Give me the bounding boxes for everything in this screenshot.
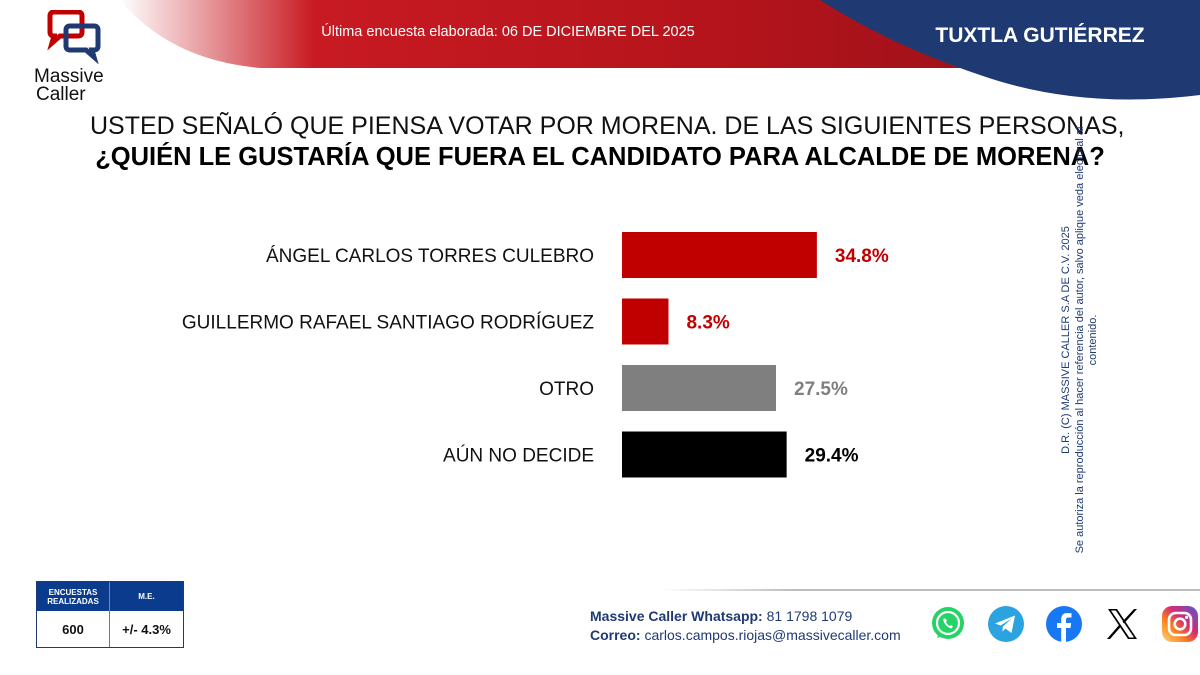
value-label-aun-no-decide: 29.4% (805, 446, 859, 467)
email-line: Correo: carlos.campos.riojas@massivecall… (590, 626, 901, 645)
category-label-angel-carlos-torres-culebro: ÁNGEL CARLOS TORRES CULEBRO (266, 246, 594, 267)
legal-reproduction: Se autoriza la reproducción al hacer ref… (1073, 126, 1099, 554)
surveys-value: 600 (37, 611, 110, 647)
survey-date-text: Última encuesta elaborada: 06 DE DICIEMB… (321, 24, 695, 40)
margin-error-header: M.E. (138, 592, 155, 601)
logo-text-line1: Massive (34, 66, 104, 87)
contact-info: Massive Caller Whatsapp: 81 1798 1079 Co… (590, 607, 901, 645)
value-label-angel-carlos-torres-culebro: 34.8% (835, 246, 889, 267)
email-address[interactable]: carlos.campos.riojas@massivecaller.com (644, 627, 901, 643)
sample-table-row: 600 +/- 4.3% (37, 611, 183, 647)
whatsapp-icon[interactable] (928, 604, 968, 644)
logo-text-line2: Caller (36, 84, 86, 105)
whatsapp-line: Massive Caller Whatsapp: 81 1798 1079 (590, 607, 901, 626)
header-banner-shape (120, 0, 1200, 100)
question-line-1: USTED SEÑALÓ QUE PIENSA VOTAR POR MORENA… (90, 112, 1125, 140)
bar-guillermo-rafael-santiago-rodriguez (622, 298, 669, 345)
social-icons (928, 604, 1200, 644)
category-label-otro: OTRO (539, 379, 594, 400)
telegram-icon[interactable] (986, 604, 1026, 644)
x-icon[interactable] (1102, 604, 1142, 644)
whatsapp-number[interactable]: 81 1798 1079 (766, 608, 853, 624)
header-banner (0, 0, 1200, 100)
value-label-otro: 27.5% (794, 379, 848, 400)
whatsapp-label: Massive Caller Whatsapp: (590, 608, 763, 624)
footer-divider (660, 589, 1200, 591)
city-name: TUXTLA GUTIÉRREZ (935, 24, 1145, 47)
facebook-icon[interactable] (1044, 604, 1084, 644)
bar-angel-carlos-torres-culebro (622, 232, 817, 278)
instagram-icon[interactable] (1160, 604, 1200, 644)
email-label: Correo: (590, 627, 641, 643)
surveys-header: ENCUESTAS REALIZADAS (37, 582, 110, 611)
bar-otro (622, 365, 776, 411)
sample-info-table: ENCUESTAS REALIZADAS M.E. 600 +/- 4.3% (36, 581, 184, 648)
legal-copyright: D.R. (C) MASSIVE CALLER S.A DE C.V. 2025 (1059, 226, 1072, 454)
legal-notice: D.R. (C) MASSIVE CALLER S.A DE C.V. 2025… (1060, 110, 1101, 570)
category-label-guillermo-rafael-santiago-rodriguez: GUILLERMO RAFAEL SANTIAGO RODRÍGUEZ (182, 313, 594, 334)
value-label-guillermo-rafael-santiago-rodriguez: 8.3% (686, 313, 729, 334)
massive-caller-logo: Massive Caller (26, 10, 122, 110)
margin-error-value: +/- 4.3% (122, 621, 171, 637)
question-line-2: ¿QUIÉN LE GUSTARÍA QUE FUERA EL CANDIDAT… (95, 143, 1105, 171)
sample-table-header: ENCUESTAS REALIZADAS M.E. (37, 582, 183, 611)
logo-chat-bubbles-icon (47, 10, 101, 64)
bar-aun-no-decide (622, 431, 787, 478)
category-label-aun-no-decide: AÚN NO DECIDE (443, 445, 594, 467)
